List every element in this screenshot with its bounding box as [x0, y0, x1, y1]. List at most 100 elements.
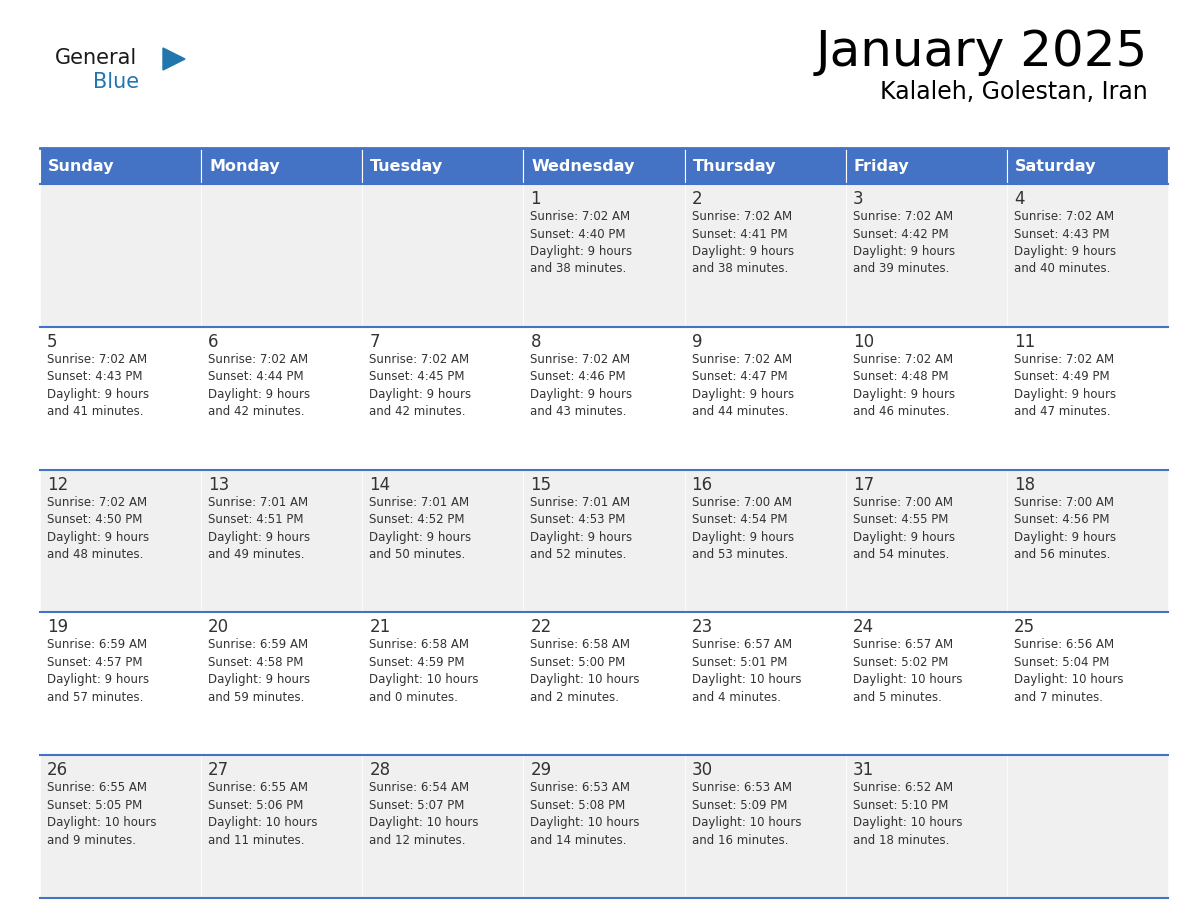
- Bar: [201, 148, 362, 184]
- Text: Daylight: 9 hours: Daylight: 9 hours: [853, 387, 955, 401]
- Text: Sunrise: 7:00 AM: Sunrise: 7:00 AM: [1013, 496, 1114, 509]
- Text: Sunrise: 7:01 AM: Sunrise: 7:01 AM: [530, 496, 631, 509]
- Text: Blue: Blue: [93, 72, 139, 92]
- Text: Sunset: 4:54 PM: Sunset: 4:54 PM: [691, 513, 788, 526]
- Text: 11: 11: [1013, 333, 1035, 351]
- Text: 12: 12: [48, 476, 68, 494]
- Bar: [846, 184, 1007, 327]
- Text: Daylight: 9 hours: Daylight: 9 hours: [48, 387, 150, 401]
- Text: 27: 27: [208, 761, 229, 779]
- Text: 25: 25: [1013, 619, 1035, 636]
- Text: Daylight: 9 hours: Daylight: 9 hours: [208, 387, 310, 401]
- Bar: [1007, 470, 1168, 612]
- Text: and 43 minutes.: and 43 minutes.: [530, 406, 627, 419]
- Text: and 56 minutes.: and 56 minutes.: [1013, 548, 1111, 561]
- Text: and 47 minutes.: and 47 minutes.: [1013, 406, 1111, 419]
- Text: Sunset: 4:52 PM: Sunset: 4:52 PM: [369, 513, 465, 526]
- Bar: [846, 327, 1007, 470]
- Text: and 9 minutes.: and 9 minutes.: [48, 834, 135, 846]
- Text: Sunset: 4:59 PM: Sunset: 4:59 PM: [369, 655, 465, 669]
- Text: and 16 minutes.: and 16 minutes.: [691, 834, 788, 846]
- Bar: [362, 184, 524, 327]
- Text: Monday: Monday: [209, 159, 279, 174]
- Text: Daylight: 9 hours: Daylight: 9 hours: [530, 387, 632, 401]
- Text: Sunset: 5:04 PM: Sunset: 5:04 PM: [1013, 655, 1110, 669]
- Text: Daylight: 9 hours: Daylight: 9 hours: [853, 531, 955, 543]
- Text: and 18 minutes.: and 18 minutes.: [853, 834, 949, 846]
- Text: Sunset: 4:46 PM: Sunset: 4:46 PM: [530, 370, 626, 384]
- Text: Sunset: 4:43 PM: Sunset: 4:43 PM: [1013, 228, 1110, 241]
- Text: and 52 minutes.: and 52 minutes.: [530, 548, 627, 561]
- Text: and 40 minutes.: and 40 minutes.: [1013, 263, 1111, 275]
- Text: and 2 minutes.: and 2 minutes.: [530, 691, 619, 704]
- Text: 29: 29: [530, 761, 551, 779]
- Bar: [201, 756, 362, 898]
- Text: and 0 minutes.: and 0 minutes.: [369, 691, 459, 704]
- Text: Sunset: 5:09 PM: Sunset: 5:09 PM: [691, 799, 786, 812]
- Bar: [1007, 184, 1168, 327]
- Bar: [362, 470, 524, 612]
- Text: 28: 28: [369, 761, 391, 779]
- Bar: [201, 612, 362, 756]
- Text: Daylight: 9 hours: Daylight: 9 hours: [1013, 531, 1116, 543]
- Bar: [684, 756, 846, 898]
- Bar: [1007, 327, 1168, 470]
- Text: 18: 18: [1013, 476, 1035, 494]
- Text: Sunrise: 7:02 AM: Sunrise: 7:02 AM: [369, 353, 469, 365]
- Text: 9: 9: [691, 333, 702, 351]
- Text: Sunset: 4:44 PM: Sunset: 4:44 PM: [208, 370, 304, 384]
- Text: Sunrise: 7:02 AM: Sunrise: 7:02 AM: [1013, 210, 1114, 223]
- Text: and 5 minutes.: and 5 minutes.: [853, 691, 942, 704]
- Text: Sunset: 4:55 PM: Sunset: 4:55 PM: [853, 513, 948, 526]
- Text: Daylight: 9 hours: Daylight: 9 hours: [369, 531, 472, 543]
- Text: Sunset: 4:45 PM: Sunset: 4:45 PM: [369, 370, 465, 384]
- Text: and 42 minutes.: and 42 minutes.: [369, 406, 466, 419]
- Text: Thursday: Thursday: [693, 159, 776, 174]
- Text: Daylight: 10 hours: Daylight: 10 hours: [369, 816, 479, 829]
- Text: 23: 23: [691, 619, 713, 636]
- Polygon shape: [163, 48, 185, 70]
- Text: Sunrise: 7:01 AM: Sunrise: 7:01 AM: [208, 496, 308, 509]
- Text: Sunset: 5:01 PM: Sunset: 5:01 PM: [691, 655, 786, 669]
- Text: January 2025: January 2025: [816, 28, 1148, 76]
- Text: and 53 minutes.: and 53 minutes.: [691, 548, 788, 561]
- Text: 19: 19: [48, 619, 68, 636]
- Bar: [684, 612, 846, 756]
- Text: 3: 3: [853, 190, 864, 208]
- Text: Daylight: 9 hours: Daylight: 9 hours: [853, 245, 955, 258]
- Text: Daylight: 10 hours: Daylight: 10 hours: [853, 674, 962, 687]
- Text: 1: 1: [530, 190, 541, 208]
- Text: Sunset: 4:40 PM: Sunset: 4:40 PM: [530, 228, 626, 241]
- Text: Daylight: 10 hours: Daylight: 10 hours: [853, 816, 962, 829]
- Text: Daylight: 10 hours: Daylight: 10 hours: [530, 816, 640, 829]
- Text: 13: 13: [208, 476, 229, 494]
- Text: Sunrise: 6:59 AM: Sunrise: 6:59 AM: [208, 638, 308, 652]
- Text: Daylight: 9 hours: Daylight: 9 hours: [530, 245, 632, 258]
- Text: and 38 minutes.: and 38 minutes.: [691, 263, 788, 275]
- Text: Daylight: 9 hours: Daylight: 9 hours: [1013, 387, 1116, 401]
- Text: Sunrise: 6:53 AM: Sunrise: 6:53 AM: [530, 781, 631, 794]
- Text: Sunrise: 7:02 AM: Sunrise: 7:02 AM: [853, 210, 953, 223]
- Text: Daylight: 9 hours: Daylight: 9 hours: [48, 674, 150, 687]
- Text: and 38 minutes.: and 38 minutes.: [530, 263, 627, 275]
- Bar: [524, 470, 684, 612]
- Text: 26: 26: [48, 761, 68, 779]
- Text: Sunrise: 7:02 AM: Sunrise: 7:02 AM: [1013, 353, 1114, 365]
- Text: Daylight: 9 hours: Daylight: 9 hours: [530, 531, 632, 543]
- Text: Sunrise: 7:02 AM: Sunrise: 7:02 AM: [691, 210, 791, 223]
- Text: Sunset: 4:41 PM: Sunset: 4:41 PM: [691, 228, 788, 241]
- Bar: [40, 612, 201, 756]
- Bar: [40, 756, 201, 898]
- Text: Sunday: Sunday: [48, 159, 114, 174]
- Text: and 42 minutes.: and 42 minutes.: [208, 406, 304, 419]
- Text: 5: 5: [48, 333, 57, 351]
- Text: Sunset: 4:58 PM: Sunset: 4:58 PM: [208, 655, 303, 669]
- Text: General: General: [55, 48, 138, 68]
- Bar: [524, 184, 684, 327]
- Text: and 48 minutes.: and 48 minutes.: [48, 548, 144, 561]
- Text: Sunset: 4:47 PM: Sunset: 4:47 PM: [691, 370, 788, 384]
- Bar: [362, 148, 524, 184]
- Text: Sunrise: 6:56 AM: Sunrise: 6:56 AM: [1013, 638, 1114, 652]
- Text: Daylight: 9 hours: Daylight: 9 hours: [1013, 245, 1116, 258]
- Text: Sunset: 4:49 PM: Sunset: 4:49 PM: [1013, 370, 1110, 384]
